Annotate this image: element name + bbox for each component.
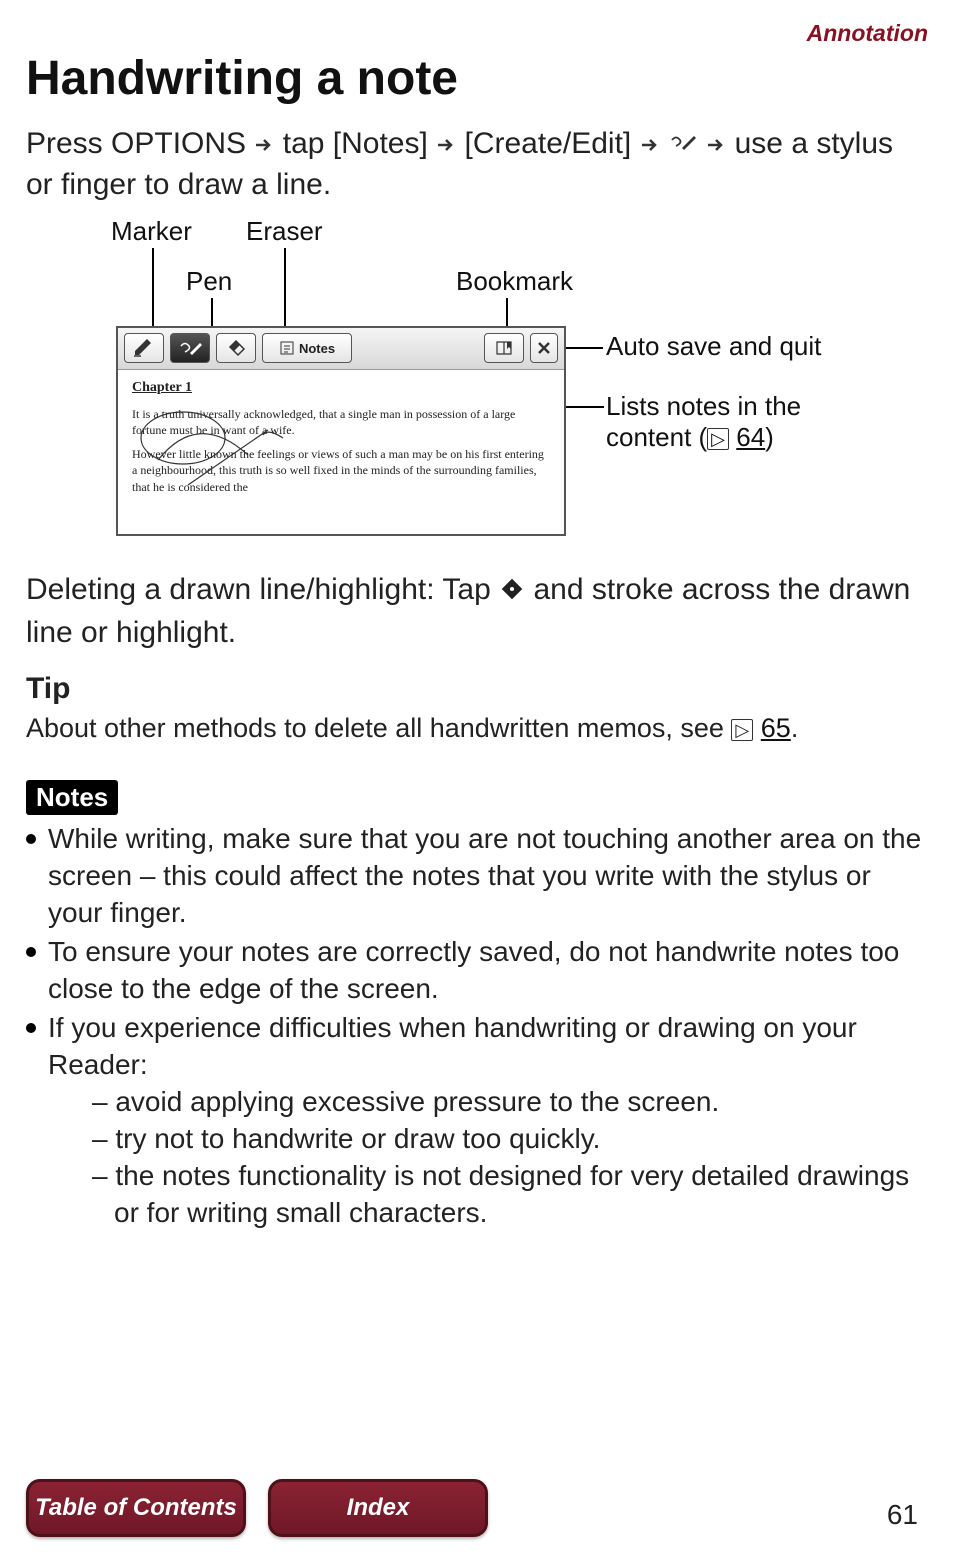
notes-list-item: While writing, make sure that you are no… xyxy=(26,821,928,932)
notes-section-badge: Notes xyxy=(26,780,118,815)
arrow-icon xyxy=(436,125,456,166)
callout-lists-notes-l1: Lists notes in the xyxy=(606,391,801,421)
intro-part-1: Press OPTIONS xyxy=(26,127,246,160)
handwriting-overlay xyxy=(128,400,378,510)
eraser-diamond-icon xyxy=(499,573,525,614)
intro-part-3: [Create/Edit] xyxy=(465,127,632,160)
page-number: 61 xyxy=(887,1499,918,1531)
annotated-screenshot-diagram: Marker Pen Eraser Bookmark Auto save and… xyxy=(26,216,928,556)
eraser-button[interactable] xyxy=(216,333,256,363)
freehand-pen-icon xyxy=(668,125,698,166)
bottom-nav: Table of Contents Index xyxy=(26,1479,928,1537)
page-ref-icon: ▷ xyxy=(731,719,753,741)
reader-screenshot: Notes Chapter 1 It is a truth universall… xyxy=(116,326,566,536)
page-ref-icon: ▷ xyxy=(707,428,729,450)
arrow-icon xyxy=(254,125,274,166)
arrow-icon xyxy=(706,125,726,166)
pen-button[interactable] xyxy=(170,333,210,363)
notes-list-item: If you experience difficulties when hand… xyxy=(26,1010,928,1232)
notes-list: While writing, make sure that you are no… xyxy=(26,821,928,1231)
tip-text: About other methods to delete all handwr… xyxy=(26,710,928,746)
chapter-title: Chapter 1 xyxy=(132,380,550,396)
callout-pen: Pen xyxy=(186,266,232,297)
toolbar: Notes xyxy=(118,328,564,370)
page-title: Handwriting a note xyxy=(26,51,928,106)
notes-list-item: To ensure your notes are correctly saved… xyxy=(26,934,928,1008)
notes-sub-item: – avoid applying excessive pressure to t… xyxy=(92,1084,928,1121)
delete-instruction: Deleting a drawn line/highlight: Tap and… xyxy=(26,570,928,654)
index-button[interactable]: Index xyxy=(268,1479,488,1537)
intro-part-2: tap [Notes] xyxy=(283,127,428,160)
callout-bookmark: Bookmark xyxy=(456,266,573,297)
leader-line xyxy=(561,347,603,349)
notes-list-item-intro: If you experience difficulties when hand… xyxy=(48,1012,857,1080)
notes-sub-item: – the notes functionality is not designe… xyxy=(92,1158,928,1232)
callout-autosave: Auto save and quit xyxy=(606,331,821,362)
tip-text-pre: About other methods to delete all handwr… xyxy=(26,713,731,743)
page-ref-link[interactable]: 65 xyxy=(761,713,791,743)
delete-instruction-part-1: Deleting a drawn line/highlight: Tap xyxy=(26,573,491,606)
intro-instructions: Press OPTIONS tap [Notes] [Create/Edit] … xyxy=(26,124,928,206)
toc-button[interactable]: Table of Contents xyxy=(26,1479,246,1537)
callout-marker: Marker xyxy=(111,216,192,247)
close-button[interactable] xyxy=(530,333,558,363)
arrow-icon xyxy=(640,125,660,166)
tip-heading: Tip xyxy=(26,672,928,706)
callout-lists-notes-close: ) xyxy=(765,422,774,452)
notes-list-button[interactable]: Notes xyxy=(262,333,352,363)
section-label: Annotation xyxy=(26,20,928,47)
callout-eraser: Eraser xyxy=(246,216,323,247)
bookmark-button[interactable] xyxy=(484,333,524,363)
marker-button[interactable] xyxy=(124,333,164,363)
callout-lists-notes-l2: content ( xyxy=(606,422,707,452)
callout-lists-notes: Lists notes in the content (▷ 64) xyxy=(606,391,801,453)
page-ref-link[interactable]: 64 xyxy=(736,422,765,452)
book-page-area: Chapter 1 It is a truth universally ackn… xyxy=(118,370,564,505)
notes-sub-item: – try not to handwrite or draw too quick… xyxy=(92,1121,928,1158)
tip-text-post: . xyxy=(791,713,799,743)
notes-button-label: Notes xyxy=(299,341,335,356)
